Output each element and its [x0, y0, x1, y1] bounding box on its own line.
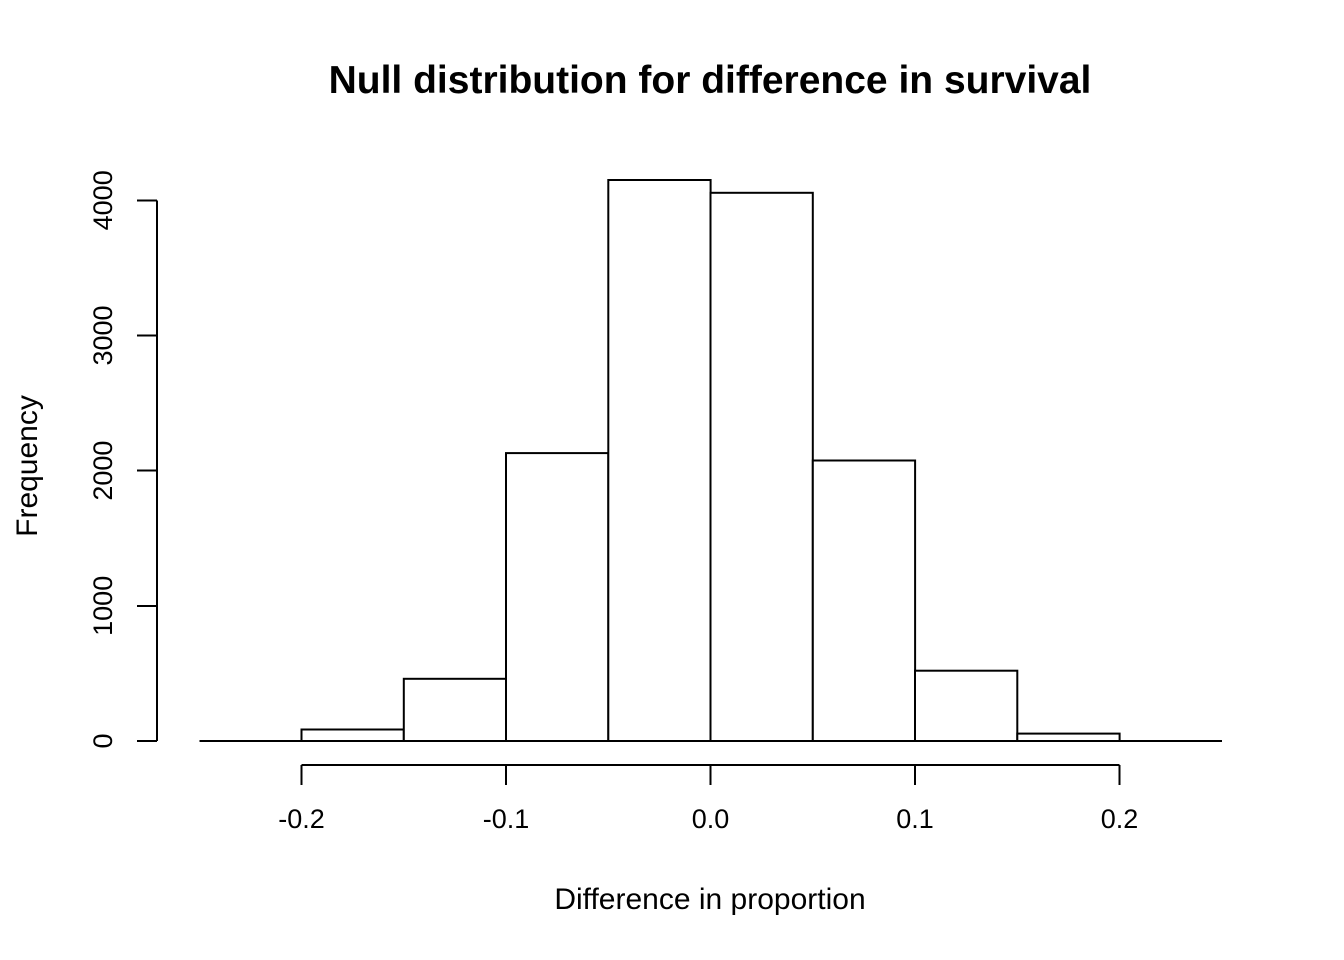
- x-tick-label-1: -0.1: [483, 804, 530, 834]
- histogram-bar-0: [300, 728, 405, 742]
- chart-title: Null distribution for difference in surv…: [329, 59, 1092, 102]
- y-tick-label-0: 0: [88, 733, 118, 748]
- x-tick-label-3: 0.1: [896, 804, 934, 834]
- y-tick-label-4: 4000: [88, 170, 118, 230]
- histogram-bar-1: [402, 677, 508, 742]
- y-tick-label-2: 2000: [88, 441, 118, 501]
- histogram-bar-6: [914, 669, 1019, 743]
- x-tick-label-2: 0.0: [692, 804, 730, 834]
- axes-group: [137, 199, 1222, 785]
- histogram-bar-3: [607, 179, 712, 742]
- histogram-bar-4: [709, 191, 814, 743]
- x-tick-label-0: -0.2: [278, 804, 325, 834]
- tick-labels-group: 0 1000 2000 3000 4000 -0.2 -0.1 0.0 0.1 0.2: [88, 170, 1138, 834]
- x-tick-label-4: 0.2: [1101, 804, 1139, 834]
- histogram-bar-2: [505, 452, 610, 742]
- histogram-bars-group: [300, 179, 1121, 743]
- histogram-bar-5: [811, 459, 917, 742]
- x-axis-label: Difference in proportion: [554, 883, 865, 916]
- y-tick-label-1: 1000: [88, 576, 118, 636]
- histogram-bar-7: [1016, 732, 1121, 742]
- y-axis-label: Frequency: [11, 395, 44, 537]
- y-tick-label-3: 3000: [88, 305, 118, 365]
